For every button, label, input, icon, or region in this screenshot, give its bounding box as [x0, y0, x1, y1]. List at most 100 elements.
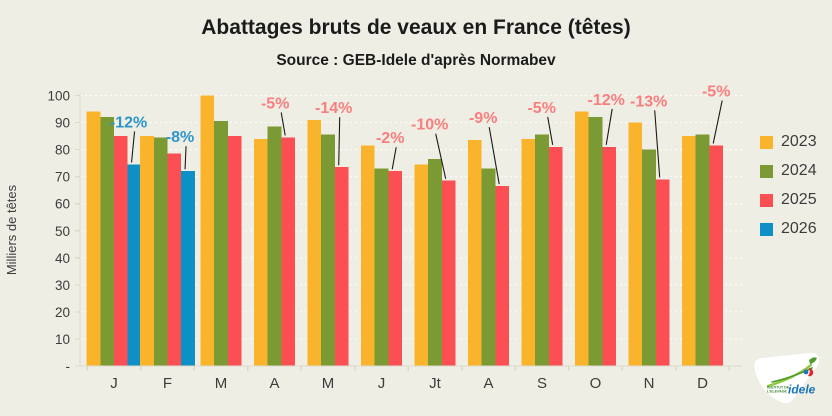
bar-2025-A8: [495, 186, 510, 366]
x-tick-label-A4: A: [269, 375, 279, 392]
bar-2023-S9: [521, 138, 536, 366]
annotation-2026--8%: -8%: [166, 129, 194, 146]
bar-2025-Jt7: [441, 180, 456, 366]
annotation-leader-line: [605, 108, 613, 145]
bar-2023-N11: [628, 122, 643, 366]
annotation-leader-line: [488, 127, 500, 185]
bar-2023-J1: [86, 111, 101, 366]
bar-2024-N11: [642, 149, 656, 366]
annotation-2025--5%: -5%: [527, 100, 555, 117]
idele-logo: INSTITUT DE L'ELEVAGE idele: [754, 352, 819, 404]
y-tick-label: -: [66, 359, 71, 374]
bar-2023-J6: [360, 145, 375, 366]
bar-2024-A4: [267, 126, 282, 366]
bar-2023-F2: [140, 136, 154, 366]
x-tick-label-Jt7: Jt: [429, 375, 442, 392]
bar-2025-O10: [602, 146, 617, 366]
logo-leaf-icon: [809, 357, 817, 364]
y-tick-label: 10: [55, 332, 70, 347]
bar-2023-M3: [200, 95, 215, 366]
annotation-2025--14%: -14%: [315, 100, 352, 117]
bar-2024-F2: [153, 137, 168, 366]
bar-2023-A4: [253, 138, 268, 366]
legend-swatch-2023: [760, 135, 773, 149]
logo-wordmark: idele: [788, 383, 816, 397]
bar-2023-D12: [681, 136, 696, 366]
bar-2024-Jt7: [428, 159, 442, 366]
bar-2024-O10: [588, 117, 603, 366]
y-tick-label: 30: [55, 278, 70, 293]
bar-2024-S9: [535, 134, 549, 366]
legend-label-2025: 2025: [781, 191, 817, 208]
y-tick-label: 40: [55, 251, 70, 266]
y-tick-label: 20: [55, 305, 70, 320]
annotation-2025--2%: -2%: [376, 130, 404, 147]
annotation-2025--12%: -12%: [588, 92, 625, 109]
annotation-leader-line: [435, 133, 447, 179]
annotation-2025--10%: -10%: [411, 117, 448, 134]
bar-2025-J1: [114, 136, 128, 366]
annotation-2025--9%: -9%: [469, 110, 497, 127]
chart-legend: 2023 2024 2025 2026: [760, 134, 817, 250]
chart-subtitle: Source : GEB-Idele d'après Normabev: [276, 52, 556, 69]
x-tick-label-J6: J: [378, 375, 386, 392]
legend-item-2025: 2025: [760, 192, 817, 208]
legend-label-2026: 2026: [781, 220, 817, 237]
annotation-leader-line: [547, 116, 554, 145]
legend-swatch-2024: [760, 164, 773, 178]
x-tick-label-S9: S: [537, 375, 547, 392]
y-axis-title: Milliers de têtes: [4, 184, 19, 275]
bar-2025-A4: [281, 137, 296, 366]
legend-label-2024: 2024: [781, 162, 817, 179]
bar-2024-J6: [374, 168, 389, 366]
logo-flag-red: [808, 368, 814, 377]
logo-institute-line1: INSTITUT DE: [767, 386, 790, 390]
x-tick-label-M5: M: [322, 375, 335, 392]
bar-2026-F2: [181, 171, 195, 366]
bar-2025-M3: [227, 136, 242, 366]
bar-2025-N11: [655, 179, 670, 366]
legend-swatch-2026: [760, 222, 773, 236]
annotation-2025--13%: -13%: [630, 93, 667, 110]
annotation-2025--5%: -5%: [261, 95, 289, 112]
bar-2025-F2: [167, 153, 182, 366]
legend-label-2023: 2023: [781, 133, 817, 150]
bar-2024-A8: [481, 168, 496, 366]
logo-flag-blue: [803, 369, 809, 375]
annotation-2025--5%: -5%: [702, 84, 730, 101]
x-tick-label-F2: F: [163, 375, 172, 392]
bar-2024-M5: [321, 134, 335, 366]
bar-2024-J1: [100, 117, 114, 366]
bar-2025-S9: [548, 146, 563, 366]
x-tick-label-A8: A: [483, 375, 493, 392]
bar-2023-Jt7: [414, 164, 429, 366]
bar-2024-M3: [214, 121, 228, 366]
bar-2025-M5: [334, 167, 349, 366]
y-tick-label: 90: [55, 116, 70, 131]
y-tick-label: 70: [55, 170, 70, 185]
bar-2025-J6: [388, 171, 403, 366]
annotation-leader-line: [131, 131, 136, 163]
logo-institute-line2: L'ELEVAGE: [767, 390, 788, 394]
y-tick-label: 50: [55, 224, 70, 239]
annotation-leader-line: [391, 147, 397, 170]
x-tick-label-N11: N: [644, 375, 655, 392]
bar-2023-A8: [467, 140, 482, 366]
bar-2023-M5: [307, 119, 322, 366]
x-tick-label-J1: J: [110, 375, 118, 392]
annotation-leader-line: [184, 146, 187, 170]
bar-2023-O10: [574, 111, 589, 366]
y-tick-label: 60: [55, 197, 70, 212]
annotation-leader-line: [338, 117, 341, 166]
x-tick-label-O10: O: [590, 375, 602, 392]
x-tick-label-D12: D: [697, 375, 708, 392]
legend-swatch-2025: [760, 193, 773, 207]
bar-2024-D12: [695, 134, 710, 366]
bar-2026-J1: [127, 164, 142, 366]
y-tick-label: 100: [47, 89, 70, 104]
annotation-leader-line: [712, 100, 723, 144]
chart-title: Abattages bruts de veaux en France (tête…: [201, 16, 631, 39]
y-tick-label: 80: [55, 143, 70, 158]
